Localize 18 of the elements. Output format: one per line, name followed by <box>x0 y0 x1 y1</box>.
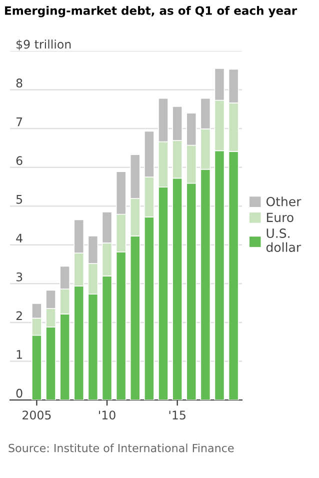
y-tick-label: 1 <box>16 350 22 359</box>
x-tick-label: '10 <box>99 410 116 420</box>
y-tick-label: $9 trillion <box>16 40 71 50</box>
x-tick-label: 2005 <box>22 410 51 420</box>
source-note: Source: Institute of International Finance <box>8 444 234 452</box>
chart-title: Emerging-market debt, as of Q1 of each year <box>5 6 298 18</box>
legend-label: U.S. dollar <box>266 228 302 252</box>
y-tick-label: 4 <box>16 234 22 242</box>
y-tick-label: 7 <box>16 117 22 126</box>
legend-label: Euro <box>266 212 294 222</box>
y-tick-label: 3 <box>16 272 22 282</box>
y-tick-label: 5 <box>16 195 22 204</box>
x-tick-label: '15 <box>169 410 186 420</box>
legend-label: Other <box>266 196 302 206</box>
y-tick-label: 2 <box>16 311 22 320</box>
y-tick-label: 8 <box>16 78 22 88</box>
y-tick-label: 0 <box>16 388 22 398</box>
y-tick-label: 6 <box>16 156 22 166</box>
